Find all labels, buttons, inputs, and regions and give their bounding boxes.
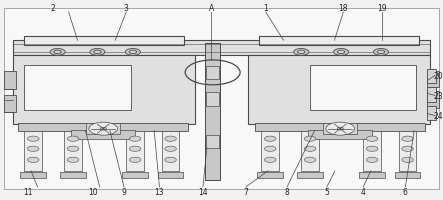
Text: 10: 10: [88, 188, 98, 196]
Circle shape: [67, 136, 79, 142]
Circle shape: [338, 51, 345, 54]
Bar: [301, 131, 319, 171]
Circle shape: [27, 157, 39, 163]
Circle shape: [165, 136, 176, 142]
Bar: [323, 124, 357, 134]
Bar: [18, 123, 188, 131]
Bar: [261, 131, 279, 171]
Circle shape: [337, 128, 343, 130]
Bar: [122, 172, 148, 178]
Text: 5: 5: [324, 188, 330, 196]
Text: 18: 18: [338, 4, 348, 12]
Bar: [162, 131, 179, 171]
Text: 9: 9: [121, 188, 127, 196]
Bar: [206, 67, 219, 80]
Circle shape: [402, 146, 413, 152]
Bar: [86, 124, 120, 134]
Circle shape: [54, 51, 61, 54]
Bar: [205, 44, 220, 180]
Bar: [13, 41, 430, 56]
Circle shape: [125, 49, 140, 56]
Bar: [64, 131, 82, 171]
Circle shape: [264, 157, 276, 163]
Bar: [20, 172, 46, 178]
Bar: [427, 88, 436, 102]
Bar: [24, 66, 131, 110]
Circle shape: [304, 146, 316, 152]
Circle shape: [129, 136, 141, 142]
Text: 23: 23: [434, 92, 443, 100]
Circle shape: [366, 136, 378, 142]
Bar: [4, 72, 16, 90]
Bar: [257, 172, 283, 178]
Circle shape: [366, 146, 378, 152]
Circle shape: [90, 49, 105, 56]
Circle shape: [165, 146, 176, 152]
Text: 8: 8: [285, 188, 289, 196]
Circle shape: [89, 123, 117, 135]
Text: 24: 24: [434, 112, 443, 120]
Circle shape: [298, 51, 305, 54]
Text: 6: 6: [403, 188, 408, 196]
Circle shape: [27, 136, 39, 142]
Bar: [297, 172, 323, 178]
Bar: [427, 70, 436, 84]
Circle shape: [100, 128, 106, 130]
Circle shape: [366, 157, 378, 163]
Bar: [60, 172, 86, 178]
Text: 1: 1: [264, 4, 268, 12]
Bar: [71, 130, 135, 139]
Circle shape: [326, 123, 354, 135]
Bar: [126, 131, 144, 171]
Text: 3: 3: [124, 4, 129, 12]
Circle shape: [129, 146, 141, 152]
Bar: [427, 92, 439, 108]
Bar: [308, 130, 372, 139]
Circle shape: [304, 136, 316, 142]
Circle shape: [264, 146, 276, 152]
Bar: [399, 131, 416, 171]
Bar: [310, 66, 416, 110]
Text: 2: 2: [51, 4, 55, 12]
Bar: [359, 172, 385, 178]
Bar: [259, 37, 419, 46]
Text: A: A: [209, 4, 214, 12]
Circle shape: [67, 146, 79, 152]
Circle shape: [402, 136, 413, 142]
Bar: [206, 93, 219, 106]
Circle shape: [377, 51, 385, 54]
Circle shape: [294, 49, 309, 56]
Circle shape: [334, 49, 349, 56]
Bar: [363, 131, 381, 171]
Text: 11: 11: [23, 188, 32, 196]
Text: 13: 13: [155, 188, 164, 196]
Circle shape: [402, 157, 413, 163]
Circle shape: [93, 51, 101, 54]
Circle shape: [264, 136, 276, 142]
Bar: [158, 172, 183, 178]
Text: 14: 14: [198, 188, 208, 196]
Circle shape: [67, 157, 79, 163]
Circle shape: [129, 157, 141, 163]
Bar: [206, 135, 219, 148]
Bar: [4, 96, 16, 112]
Circle shape: [373, 49, 389, 56]
Circle shape: [129, 51, 136, 54]
Bar: [427, 106, 436, 120]
Bar: [255, 123, 425, 131]
Bar: [395, 172, 420, 178]
Bar: [24, 131, 42, 171]
Text: 19: 19: [377, 4, 387, 12]
Circle shape: [304, 157, 316, 163]
Bar: [13, 56, 195, 124]
Bar: [248, 56, 430, 124]
Text: 4: 4: [361, 188, 366, 196]
Text: 20: 20: [434, 72, 443, 80]
Circle shape: [165, 157, 176, 163]
Bar: [24, 37, 184, 46]
Bar: [427, 72, 439, 88]
Circle shape: [27, 146, 39, 152]
Circle shape: [50, 49, 65, 56]
Text: 7: 7: [243, 188, 249, 196]
